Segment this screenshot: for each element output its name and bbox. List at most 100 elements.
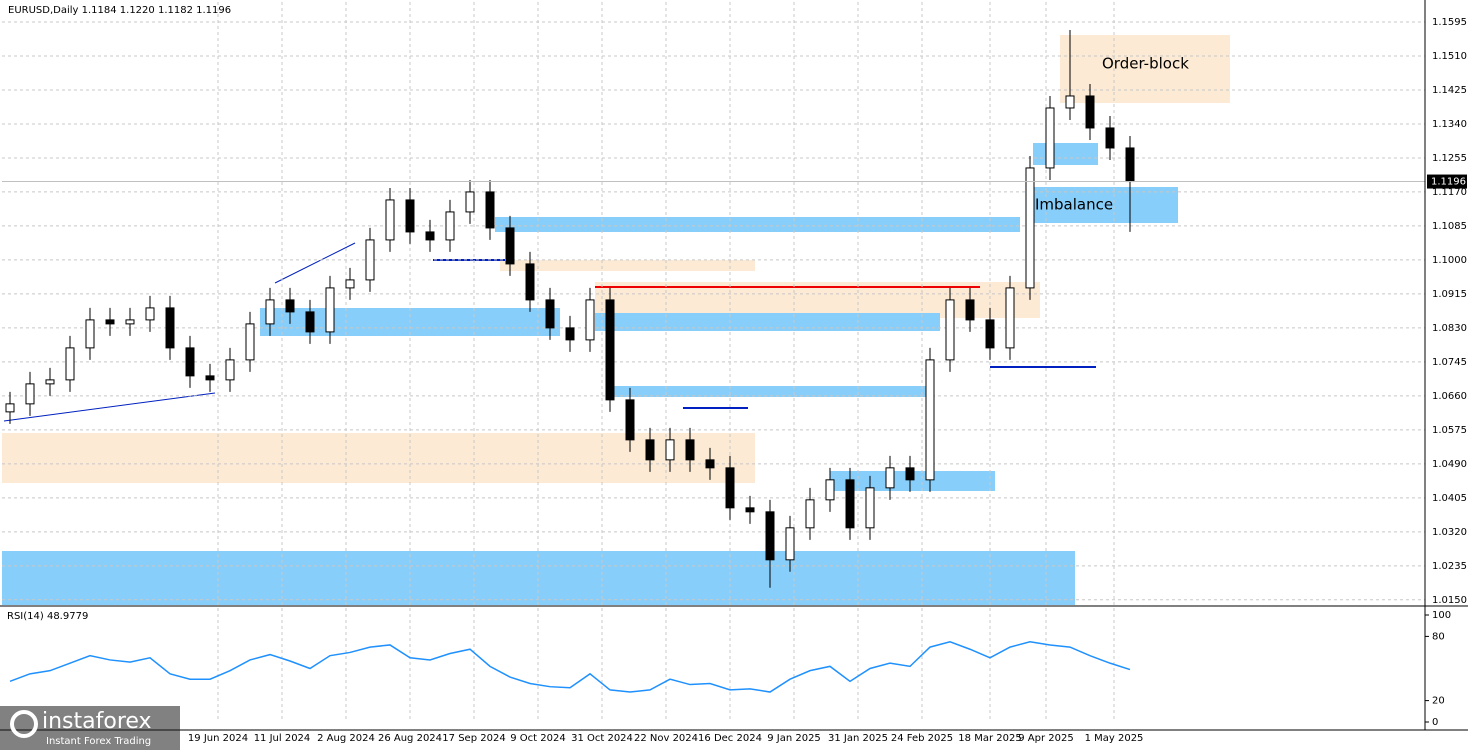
candle-body [905, 467, 915, 481]
candle-body [465, 191, 475, 213]
candle-body [665, 439, 675, 461]
candle-body [5, 403, 15, 413]
logo: instaforex [42, 709, 152, 734]
x-tick-label: 31 Jan 2025 [828, 733, 888, 744]
candle-body [505, 227, 515, 265]
candle-body [125, 319, 135, 325]
y-tick-label: 1.0915 [1432, 289, 1467, 300]
candle-body [1025, 167, 1035, 289]
y-tick-label: 80 [1432, 631, 1445, 642]
x-tick-label: 9 Apr 2025 [1018, 733, 1073, 744]
zone [610, 386, 930, 397]
x-tick-label: 11 Jul 2024 [254, 733, 311, 744]
zone [500, 260, 755, 271]
candle-body [785, 527, 795, 561]
candle-body [145, 307, 155, 321]
candle-body [445, 211, 455, 241]
candle-body [165, 307, 175, 349]
y-tick-label: 1.1510 [1432, 51, 1467, 62]
y-tick-label: 1.0490 [1432, 459, 1467, 470]
x-tick-label: 9 Jan 2025 [767, 733, 821, 744]
y-tick-label: 20 [1432, 696, 1445, 707]
candle-body [865, 487, 875, 529]
x-tick-label: 24 Feb 2025 [891, 733, 953, 744]
candle-body [525, 263, 535, 301]
candle-body [365, 239, 375, 281]
zone [2, 433, 755, 483]
y-tick-label: 1.1340 [1432, 119, 1467, 130]
candle-body [385, 199, 395, 241]
candle-body [585, 299, 595, 341]
candle-body [225, 359, 235, 381]
logo-icon [10, 710, 38, 738]
y-tick-label: 100 [1432, 610, 1451, 621]
candle-body [485, 191, 495, 229]
candle-body [725, 467, 735, 509]
x-tick-label: 18 Mar 2025 [958, 733, 1021, 744]
x-tick-label: 2 Aug 2024 [317, 733, 375, 744]
x-tick-label: 26 Aug 2024 [378, 733, 442, 744]
y-tick-label: 1.0575 [1432, 425, 1467, 436]
candle-body [985, 319, 995, 349]
candle-body [945, 299, 955, 361]
candle-body [645, 439, 655, 461]
logo-tagline: Instant Forex Trading [46, 736, 151, 747]
annotation: Order-block [1102, 55, 1189, 73]
candle-body [1065, 95, 1075, 109]
candle-body [1105, 127, 1115, 149]
x-tick-label: 9 Oct 2024 [510, 733, 565, 744]
y-tick-label: 1.0660 [1432, 391, 1467, 402]
candle-body [1005, 287, 1015, 349]
candle-body [85, 319, 95, 349]
candle-body [325, 287, 335, 333]
candle-body [925, 359, 935, 481]
candle-body [45, 379, 55, 385]
x-tick-label: 16 Dec 2024 [698, 733, 762, 744]
candle-body [705, 459, 715, 469]
zone [495, 217, 1020, 232]
candle-body [765, 511, 775, 561]
y-tick-label: 1.1000 [1432, 255, 1467, 266]
candle-body [305, 311, 315, 333]
y-tick-label: 1.1170 [1432, 187, 1467, 198]
y-tick-label: 1.0320 [1432, 527, 1467, 538]
zone [1060, 35, 1230, 103]
candle-body [845, 479, 855, 529]
candle-body [825, 479, 835, 501]
candle-body [285, 299, 295, 313]
candle-body [25, 383, 35, 405]
trend-line [3, 392, 216, 422]
annotation: Imbalance [1035, 196, 1113, 214]
y-tick-label: 1.0830 [1432, 323, 1467, 334]
rsi-title: RSI(14) 48.9779 [7, 611, 88, 622]
y-tick-label: 1.0235 [1432, 561, 1467, 572]
y-tick-label: 1.0745 [1432, 357, 1467, 368]
candle-body [625, 399, 635, 441]
y-tick-label: 1.1595 [1432, 17, 1467, 28]
rsi-line [9, 640, 1131, 693]
candle-body [1045, 107, 1055, 169]
zone [830, 471, 995, 491]
current-price: 1.1196 [1431, 177, 1466, 188]
candle-body [405, 199, 415, 233]
candle-body [345, 279, 355, 289]
candle-body [565, 327, 575, 341]
candle-body [745, 507, 755, 513]
candle-body [685, 439, 695, 461]
y-tick-label: 1.1085 [1432, 221, 1467, 232]
candle-body [805, 499, 815, 529]
candle-body [105, 319, 115, 325]
y-tick-label: 1.1425 [1432, 85, 1467, 96]
y-tick-label: 0 [1432, 717, 1438, 728]
candle-body [265, 299, 275, 325]
candle-body [545, 299, 555, 329]
x-tick-label: 31 Oct 2024 [571, 733, 633, 744]
y-tick-label: 1.1255 [1432, 153, 1467, 164]
trend-line [274, 242, 356, 284]
candle-body [965, 299, 975, 321]
candle-body [425, 231, 435, 241]
zone [1030, 187, 1178, 223]
